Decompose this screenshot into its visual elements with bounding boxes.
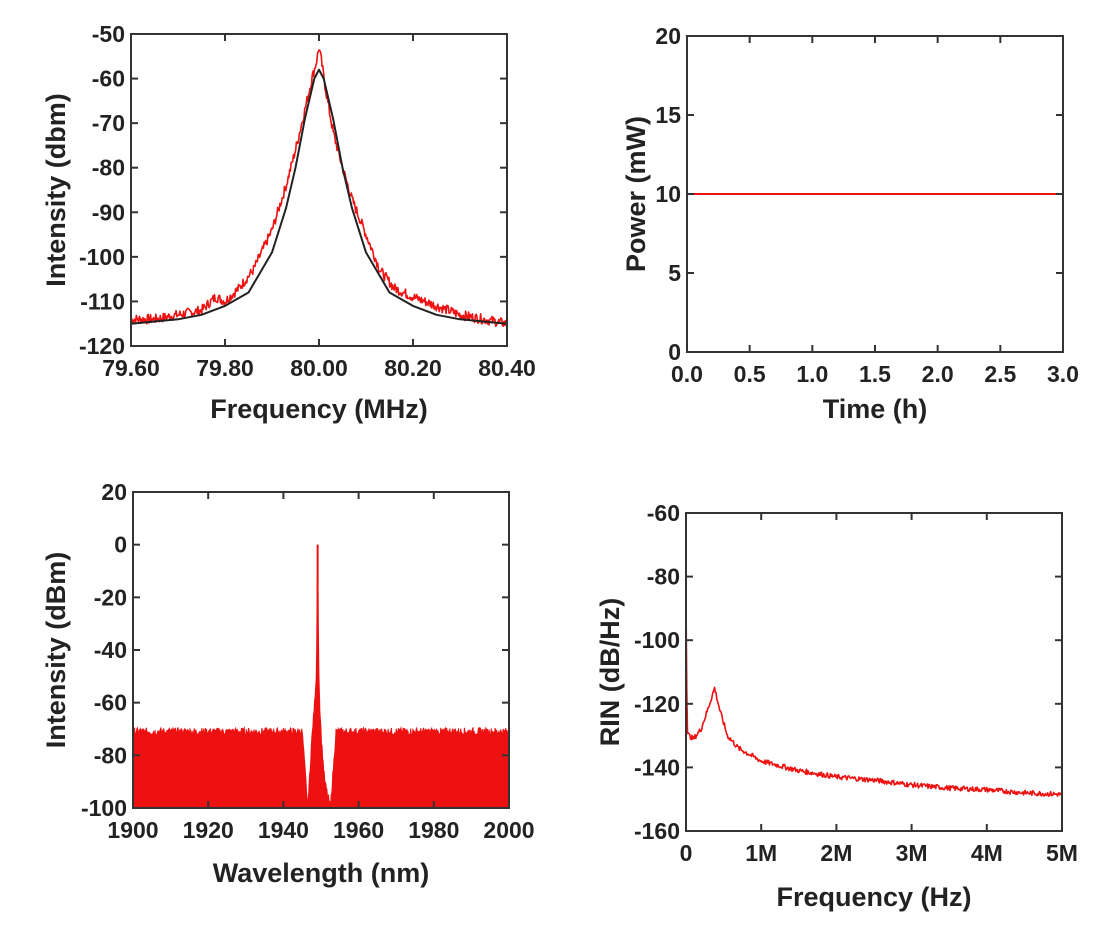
x-tick-label-c-3: 1960: [333, 817, 384, 843]
y-tick-label-a-5: -70: [92, 110, 125, 136]
x-tick-label-a-2: 80.00: [290, 355, 348, 381]
y-tick-label-a-6: -60: [92, 66, 125, 92]
y-tick-label-d-4: -80: [647, 564, 680, 590]
y-tick-label-d-0: -160: [634, 818, 680, 844]
x-tick-label-d-5: 5M: [1046, 840, 1078, 866]
chart-panel-c: 1900 1920 1940 1960 1980 2000 -100 -80 -60 -40 -20…: [41, 479, 535, 888]
y-axis-title-c: Intensity (dBm): [41, 552, 71, 749]
y-tick-label-a-2: -100: [79, 244, 125, 270]
x-tick-label-b-5: 2.5: [984, 361, 1016, 387]
series-d-rin: [686, 601, 1062, 797]
x-tick-label-b-0: 0.0: [671, 361, 703, 387]
y-tick-label-b-2: 10: [655, 181, 681, 207]
y-axis-title-a: Intensity (dbm): [41, 93, 71, 287]
x-tick-label-a-1: 79.80: [196, 355, 254, 381]
y-tick-label-d-2: -120: [634, 691, 680, 717]
x-tick-label-d-0: 0: [680, 840, 693, 866]
x-tick-label-c-5: 2000: [483, 817, 534, 843]
y-tick-label-c-3: -40: [94, 637, 127, 663]
y-tick-label-a-0: -120: [79, 333, 125, 359]
x-tick-label-b-4: 2.0: [922, 361, 954, 387]
x-axis-title-b: Time (h): [823, 394, 928, 424]
plot-area-a: [131, 49, 507, 328]
x-tick-label-c-1: 1920: [183, 817, 234, 843]
x-tick-label-b-6: 3.0: [1047, 361, 1079, 387]
x-tick-label-c-4: 1980: [408, 817, 459, 843]
chart-panel-d: 0 1M 2M 3M 4M 5M -160 -140 -120 -100 -80 -60 Frequen…: [595, 500, 1078, 912]
series-a-lorentzian-fit: [131, 68, 507, 325]
x-tick-label-d-4: 4M: [971, 840, 1003, 866]
x-tick-label-a-0: 79.60: [102, 355, 160, 381]
y-tick-label-d-5: -60: [647, 500, 680, 526]
y-tick-label-c-2: -60: [94, 690, 127, 716]
y-tick-label-b-4: 20: [655, 23, 681, 49]
x-axis-title-c: Wavelength (nm): [213, 858, 430, 888]
x-tick-label-a-3: 80.20: [384, 355, 442, 381]
y-tick-label-c-4: -20: [94, 584, 127, 610]
y-tick-label-b-0: 0: [668, 339, 681, 365]
y-tick-label-a-7: -50: [92, 21, 125, 47]
x-tick-label-c-0: 1900: [107, 817, 158, 843]
x-tick-label-a-4: 80.40: [478, 355, 536, 381]
y-tick-label-d-3: -100: [634, 627, 680, 653]
y-tick-label-c-6: 20: [101, 479, 127, 505]
x-tick-label-d-1: 1M: [745, 840, 777, 866]
y-tick-label-a-4: -80: [92, 155, 125, 181]
x-axis-title-d: Frequency (Hz): [776, 882, 971, 912]
plot-area-c: [133, 544, 509, 808]
y-tick-label-c-1: -80: [94, 742, 127, 768]
series-c-optical-spectrum: [133, 562, 509, 808]
x-tick-label-b-1: 0.5: [734, 361, 766, 387]
x-axis-title-a: Frequency (MHz): [210, 394, 428, 424]
y-tick-label-b-3: 15: [655, 102, 681, 128]
x-tick-label-d-2: 2M: [820, 840, 852, 866]
chart-panel-a: 79.60 79.80 80.00 80.20 80.40 -120 -110 -100 -90…: [41, 21, 536, 424]
x-tick-label-d-3: 3M: [896, 840, 928, 866]
x-tick-label-b-2: 1.0: [796, 361, 828, 387]
plot-frame-a: [130, 33, 508, 347]
chart-panel-b: 0.0 0.5 1.0 1.5 2.0 2.5 3.0 0 5 10 15 20 Time (h) Pow…: [621, 23, 1079, 424]
y-tick-label-c-0: -100: [81, 795, 127, 821]
x-tick-label-c-2: 1940: [258, 817, 309, 843]
y-tick-label-c-5: 0: [114, 532, 127, 558]
y-axis-title-b: Power (mW): [621, 116, 651, 272]
y-tick-label-b-1: 5: [668, 260, 681, 286]
x-tick-label-b-3: 1.5: [859, 361, 891, 387]
y-tick-label-a-1: -110: [80, 288, 125, 314]
plot-frame-d: [685, 512, 1063, 832]
y-tick-label-d-1: -140: [634, 754, 680, 780]
y-tick-label-a-3: -90: [92, 199, 125, 225]
plot-area-d: [686, 601, 1062, 797]
series-a-measured-spectrum: [131, 49, 507, 328]
y-axis-title-d: RIN (dB/Hz): [595, 598, 625, 746]
